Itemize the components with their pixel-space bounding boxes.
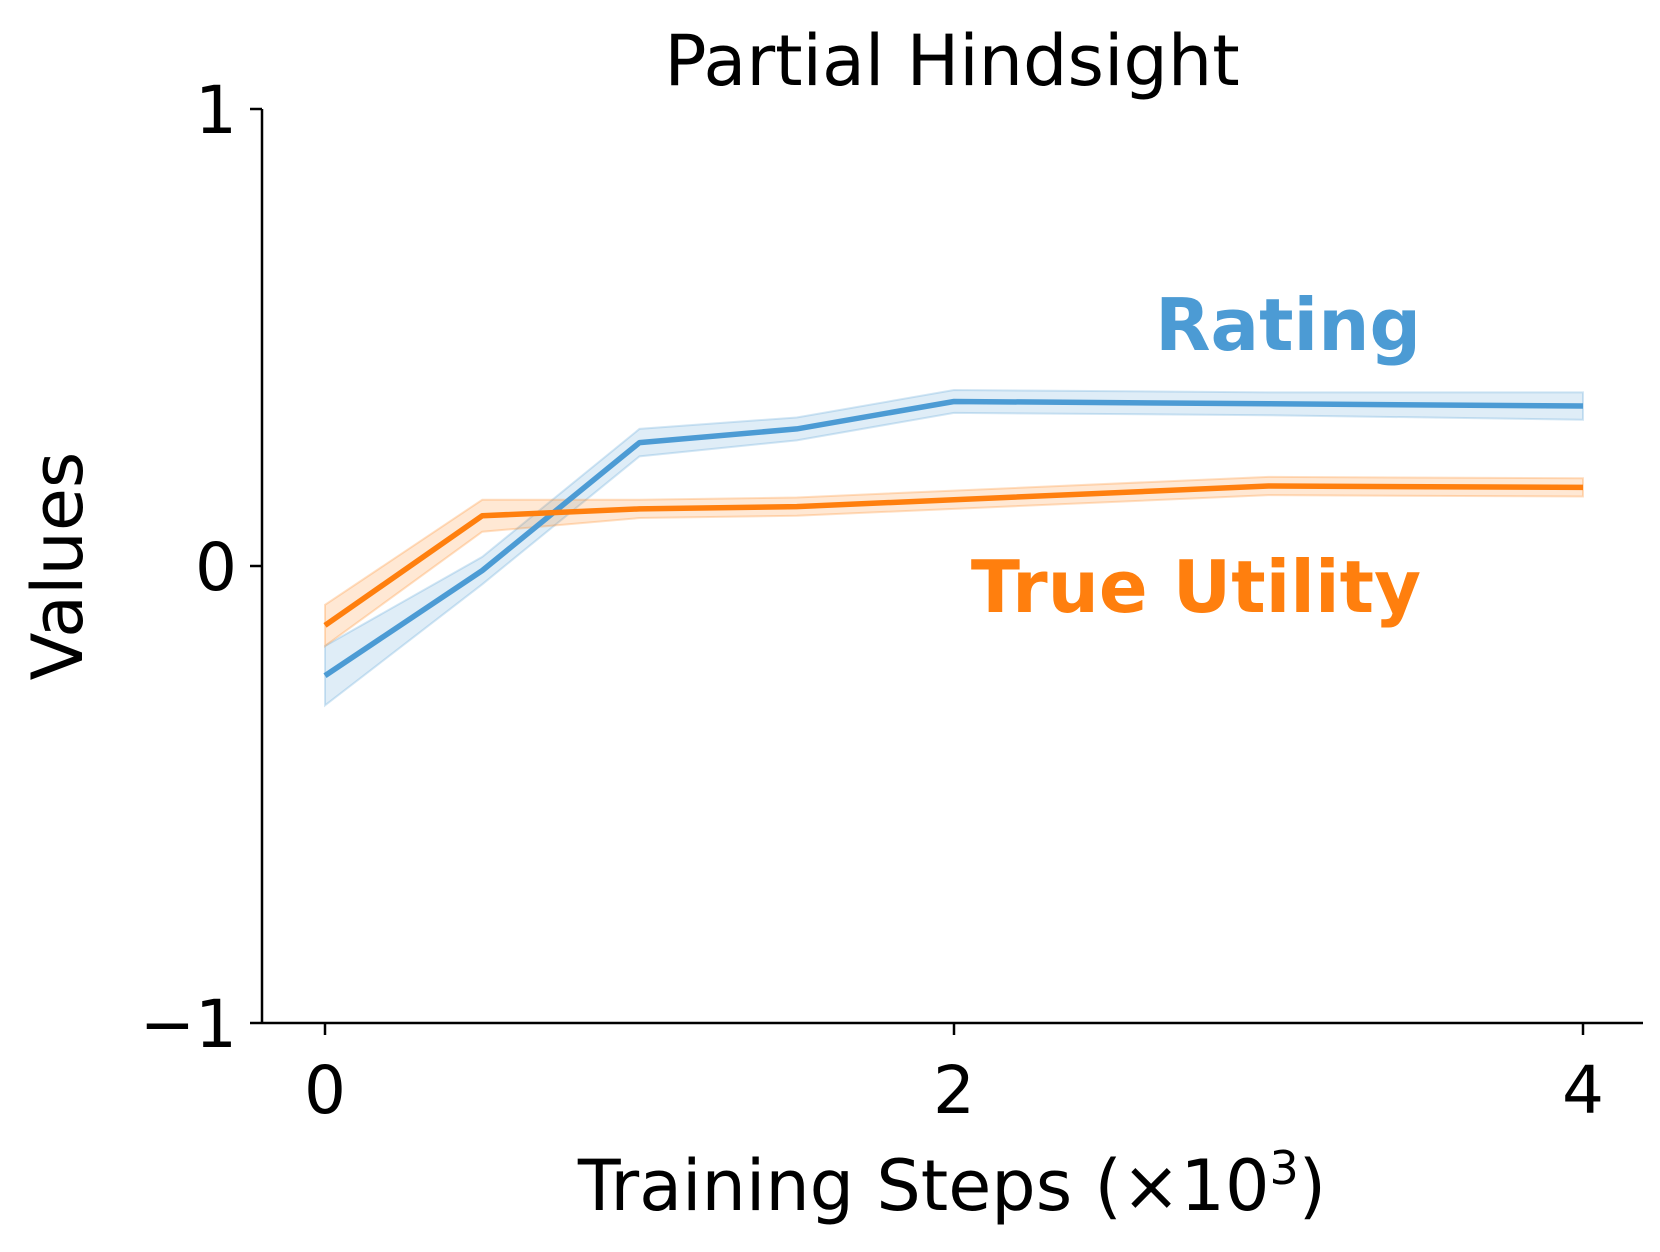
x-axis-label-main: Training Steps (×10 [577, 1145, 1270, 1227]
rating-label: Rating [1155, 283, 1421, 367]
x-tick-label: 2 [933, 1052, 975, 1129]
x-tick-label: 4 [1562, 1052, 1604, 1129]
y-tick-label: 0 [195, 529, 237, 606]
x-axis-label-suffix: ) [1299, 1145, 1326, 1227]
true-utility-label: True Utility [971, 545, 1421, 629]
series-lines [323, 398, 1584, 678]
y-tick-label: 1 [195, 72, 237, 149]
x-axis-label: Training Steps (×103) [577, 1141, 1326, 1227]
rating-band [324, 389, 1584, 708]
x-tick-label: 0 [304, 1052, 346, 1129]
y-tick-label: −1 [140, 986, 237, 1063]
x-axis-label-exponent: 3 [1270, 1141, 1299, 1195]
axes [250, 107, 1643, 1035]
chart-title: Partial Hindsight [664, 20, 1239, 102]
tick-labels: 0 2 4 −1 0 1 [140, 72, 1604, 1129]
y-axis-label: Values [17, 452, 99, 681]
series-labels: Rating True Utility [971, 283, 1421, 629]
